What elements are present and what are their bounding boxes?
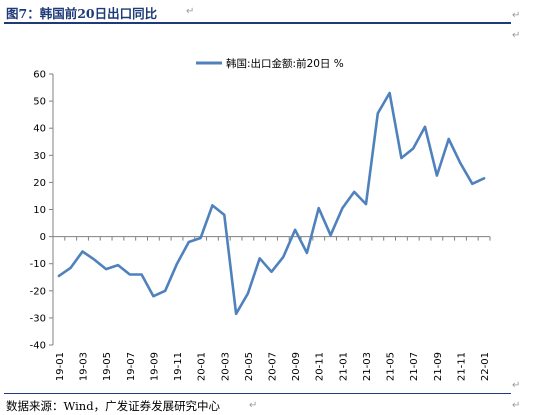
paragraph-mark-icon: ↵ <box>512 400 521 411</box>
x-tick-label: 19-03 <box>79 352 90 381</box>
data-point <box>294 229 296 231</box>
x-tick-label: 19-01 <box>55 352 66 381</box>
figure-title: 图7：韩国前20日出口同比 <box>6 6 158 21</box>
x-tick-label: 22-01 <box>480 352 491 381</box>
x-tick-label: 20-05 <box>244 352 255 381</box>
data-point <box>341 207 343 209</box>
data-point <box>306 252 308 254</box>
x-tick-label: 20-09 <box>291 352 302 381</box>
x-tick-label: 19-07 <box>126 352 137 381</box>
y-tick-label: 30 <box>33 151 46 162</box>
data-point <box>353 191 355 193</box>
x-tick-label: 21-05 <box>386 352 397 381</box>
data-point <box>247 292 249 294</box>
data-point <box>140 273 142 275</box>
bottom-rule <box>4 393 511 394</box>
x-tick-label: 21-03 <box>362 352 373 381</box>
y-tick-label: 0 <box>40 232 46 243</box>
data-point <box>329 234 331 236</box>
data-point <box>188 241 190 243</box>
paragraph-mark-icon: ↵ <box>512 380 521 391</box>
y-tick-label: -10 <box>30 259 46 270</box>
paragraph-mark-icon: ↵ <box>186 6 195 17</box>
x-tick-label: 19-11 <box>173 352 184 381</box>
paragraph-mark-icon: ↵ <box>512 10 521 21</box>
data-point <box>81 250 83 252</box>
x-tick-label: 19-05 <box>102 352 113 381</box>
data-point <box>412 147 414 149</box>
data-point <box>176 263 178 265</box>
data-point <box>400 157 402 159</box>
data-point <box>483 177 485 179</box>
y-tick-label: 20 <box>33 178 46 189</box>
title-rule <box>4 22 511 24</box>
x-tick-label: 20-07 <box>268 352 279 381</box>
data-point <box>424 126 426 128</box>
data-point <box>211 204 213 206</box>
y-tick-label: 10 <box>33 205 46 216</box>
data-point <box>117 264 119 266</box>
data-point <box>365 203 367 205</box>
data-point <box>199 237 201 239</box>
source-note: 数据来源：Wind，广发证券发展研究中心 <box>6 399 221 413</box>
y-tick-label: -20 <box>30 286 46 297</box>
data-point <box>258 257 260 259</box>
y-tick-label: 40 <box>33 124 46 135</box>
data-point <box>129 273 131 275</box>
data-point <box>58 275 60 277</box>
data-point <box>235 313 237 315</box>
data-point <box>282 256 284 258</box>
y-tick-label: -40 <box>30 341 46 352</box>
y-tick-label: -30 <box>30 313 46 324</box>
data-point <box>223 214 225 216</box>
data-point <box>388 92 390 94</box>
x-tick-label: 21-11 <box>456 352 467 381</box>
data-point <box>164 290 166 292</box>
data-point <box>447 138 449 140</box>
series-line <box>57 91 486 316</box>
data-point <box>152 295 154 297</box>
data-point <box>270 271 272 273</box>
data-point <box>105 268 107 270</box>
paragraph-mark-icon: ↵ <box>512 30 521 41</box>
x-tick-label: 20-11 <box>315 352 326 381</box>
y-tick-label: 50 <box>33 97 46 108</box>
legend-label: 韩国:出口金额:前20日 % <box>226 57 344 70</box>
data-point <box>70 267 72 269</box>
paragraph-mark-icon: ↵ <box>249 400 258 411</box>
data-point <box>471 183 473 185</box>
data-point <box>459 162 461 164</box>
data-point <box>93 258 95 260</box>
x-tick-label: 21-01 <box>338 352 349 381</box>
legend: 韩国:出口金额:前20日 % <box>196 57 344 70</box>
x-tick-label: 21-07 <box>409 352 420 381</box>
data-point <box>436 174 438 176</box>
data-point <box>318 207 320 209</box>
x-tick-label: 20-03 <box>220 352 231 381</box>
x-tick-label: 20-01 <box>197 352 208 381</box>
data-point <box>377 112 379 114</box>
x-tick-label: 19-09 <box>149 352 160 381</box>
y-tick-label: 60 <box>33 70 46 81</box>
x-tick-label: 21-09 <box>433 352 444 381</box>
